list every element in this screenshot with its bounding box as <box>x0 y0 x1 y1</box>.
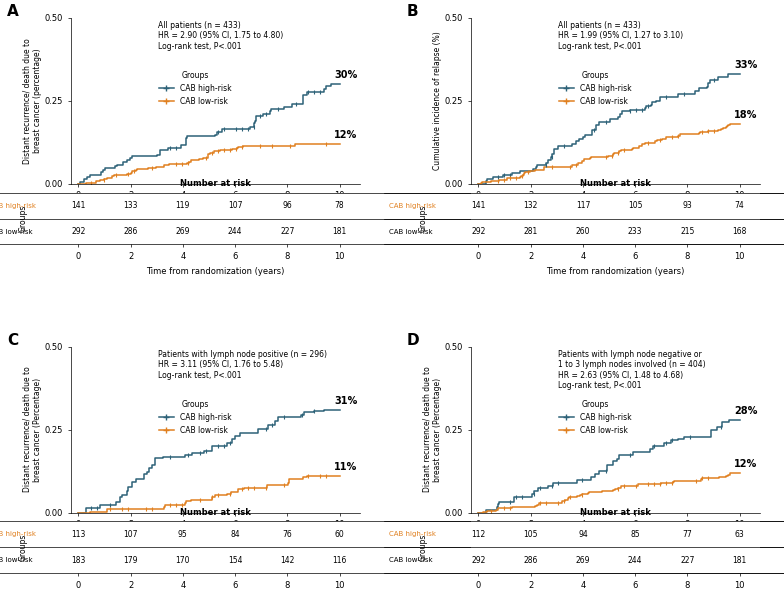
Text: 60: 60 <box>335 530 344 539</box>
Text: 12%: 12% <box>334 130 358 140</box>
Text: CAB low-risk: CAB low-risk <box>390 229 433 235</box>
Text: 112: 112 <box>471 530 485 539</box>
Legend: CAB high-risk, CAB low-risk: CAB high-risk, CAB low-risk <box>556 397 635 437</box>
Text: 281: 281 <box>524 227 538 236</box>
Text: 116: 116 <box>332 556 347 565</box>
Text: 142: 142 <box>280 556 295 565</box>
Text: All patients (n = 433)
HR = 1.99 (95% CI, 1.27 to 3.10)
Log-rank test, P<.001: All patients (n = 433) HR = 1.99 (95% CI… <box>557 21 683 51</box>
Text: 286: 286 <box>524 556 538 565</box>
Text: CAB low-risk: CAB low-risk <box>0 557 33 563</box>
Text: 179: 179 <box>123 556 138 565</box>
Text: 96: 96 <box>282 201 292 210</box>
Text: CAB high-risk: CAB high-risk <box>390 531 437 537</box>
Text: CAB high-risk: CAB high-risk <box>390 203 437 209</box>
Text: C: C <box>7 333 18 348</box>
Text: 141: 141 <box>471 201 485 210</box>
Legend: CAB high-risk, CAB low-risk: CAB high-risk, CAB low-risk <box>155 68 234 109</box>
Text: CAB low-risk: CAB low-risk <box>0 229 33 235</box>
X-axis label: Time from randomization (years): Time from randomization (years) <box>147 535 285 544</box>
Text: 11%: 11% <box>334 462 358 472</box>
Text: 113: 113 <box>71 530 85 539</box>
Text: 95: 95 <box>178 530 187 539</box>
Text: 181: 181 <box>332 227 347 236</box>
Text: 93: 93 <box>683 201 692 210</box>
Text: CAB high-risk: CAB high-risk <box>0 531 36 537</box>
X-axis label: Time from randomization (years): Time from randomization (years) <box>546 535 684 544</box>
Text: 292: 292 <box>471 227 485 236</box>
X-axis label: Time from randomization (years): Time from randomization (years) <box>147 206 285 215</box>
Text: Groups: Groups <box>18 205 27 232</box>
Text: 105: 105 <box>628 201 642 210</box>
Text: 85: 85 <box>630 530 640 539</box>
Text: 76: 76 <box>282 530 292 539</box>
Text: 132: 132 <box>524 201 538 210</box>
Text: D: D <box>407 333 419 348</box>
Text: 107: 107 <box>123 530 138 539</box>
Text: B: B <box>407 5 419 20</box>
Legend: CAB high-risk, CAB low-risk: CAB high-risk, CAB low-risk <box>155 397 234 437</box>
Text: 269: 269 <box>575 556 590 565</box>
Text: Patients with lymph node negative or
1 to 3 lymph nodes involved (n = 404)
HR = : Patients with lymph node negative or 1 t… <box>557 350 705 390</box>
Text: 107: 107 <box>228 201 242 210</box>
Text: 286: 286 <box>123 227 138 236</box>
X-axis label: Time from randomization (years): Time from randomization (years) <box>546 267 684 275</box>
Text: All patients (n = 433)
HR = 2.90 (95% CI, 1.75 to 4.80)
Log-rank test, P<.001: All patients (n = 433) HR = 2.90 (95% CI… <box>158 21 283 51</box>
Text: 215: 215 <box>681 227 695 236</box>
Text: 170: 170 <box>176 556 190 565</box>
Text: 94: 94 <box>578 530 588 539</box>
Text: 233: 233 <box>628 227 642 236</box>
Text: Number at risk: Number at risk <box>180 508 251 517</box>
X-axis label: Time from randomization (years): Time from randomization (years) <box>546 206 684 215</box>
Y-axis label: Distant recurrence/ death due to
breast cancer (Percentage): Distant recurrence/ death due to breast … <box>23 366 42 492</box>
Text: Groups: Groups <box>419 205 427 232</box>
Text: 292: 292 <box>71 227 85 236</box>
Text: 117: 117 <box>575 201 590 210</box>
Text: 181: 181 <box>732 556 746 565</box>
Text: 30%: 30% <box>334 70 358 80</box>
Text: 119: 119 <box>176 201 190 210</box>
Text: 154: 154 <box>228 556 242 565</box>
Text: CAB high-risk: CAB high-risk <box>0 203 36 209</box>
Text: 269: 269 <box>176 227 190 236</box>
Text: 84: 84 <box>230 530 240 539</box>
Y-axis label: Distant recurrence/ death due to
breast cancer (Percentage): Distant recurrence/ death due to breast … <box>423 366 442 492</box>
Text: 141: 141 <box>71 201 85 210</box>
Text: Groups: Groups <box>419 534 427 561</box>
Text: Number at risk: Number at risk <box>180 180 251 189</box>
Text: 244: 244 <box>628 556 642 565</box>
Text: CAB low-risk: CAB low-risk <box>390 557 433 563</box>
Text: A: A <box>7 5 19 20</box>
Text: 78: 78 <box>335 201 344 210</box>
Text: 31%: 31% <box>334 395 358 405</box>
Text: 74: 74 <box>735 201 745 210</box>
Y-axis label: Distant recurrence/ death due to
breast cancer (percentage): Distant recurrence/ death due to breast … <box>23 38 42 164</box>
Text: 244: 244 <box>228 227 242 236</box>
Text: 227: 227 <box>681 556 695 565</box>
Text: 28%: 28% <box>735 405 758 415</box>
Text: Number at risk: Number at risk <box>580 180 651 189</box>
Text: 227: 227 <box>280 227 295 236</box>
Text: 183: 183 <box>71 556 85 565</box>
X-axis label: Time from randomization (years): Time from randomization (years) <box>147 267 285 275</box>
Text: 105: 105 <box>524 530 538 539</box>
Legend: CAB high-risk, CAB low-risk: CAB high-risk, CAB low-risk <box>556 68 635 109</box>
Text: 260: 260 <box>575 227 590 236</box>
Y-axis label: Cumulative incidence of relapse (%): Cumulative incidence of relapse (%) <box>433 31 442 170</box>
Text: Patients with lymph node positive (n = 296)
HR = 3.11 (95% CI, 1.76 to 5.48)
Log: Patients with lymph node positive (n = 2… <box>158 350 326 379</box>
Text: 77: 77 <box>683 530 692 539</box>
Text: 18%: 18% <box>735 110 758 120</box>
Text: 133: 133 <box>123 201 138 210</box>
Text: Number at risk: Number at risk <box>580 508 651 517</box>
Text: 63: 63 <box>735 530 745 539</box>
Text: 168: 168 <box>732 227 747 236</box>
Text: 292: 292 <box>471 556 485 565</box>
Text: 12%: 12% <box>735 459 757 469</box>
Text: 33%: 33% <box>735 60 757 70</box>
Text: Groups: Groups <box>18 534 27 561</box>
